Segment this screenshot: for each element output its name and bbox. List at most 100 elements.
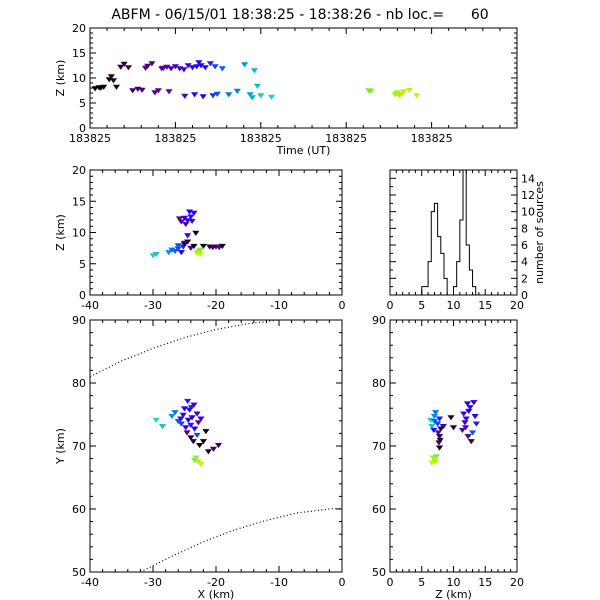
histogram-ytick-label: 2 [521, 272, 528, 285]
time-height-point [211, 64, 219, 70]
xy-point [177, 421, 185, 427]
time-height-xtick-label: 183825 [154, 132, 196, 145]
xy-point [199, 439, 207, 445]
zy-point [439, 424, 447, 430]
zy-ytick-label: 70 [372, 440, 386, 453]
xy-ytick-label: 90 [72, 314, 86, 327]
histogram-xtick-label: 0 [387, 299, 394, 312]
time-height-point [400, 89, 408, 95]
time-height-point [191, 92, 199, 98]
zy-point [471, 413, 479, 420]
zy-point [435, 416, 444, 422]
panel-xy: -40 -30 -20 -10 0 50 60 70 80 90 X (km) Y (km) [54, 314, 346, 600]
xz-xtick-label: 0 [339, 299, 346, 312]
xy-point [158, 424, 167, 430]
xz-xtick-label: -20 [207, 299, 225, 312]
xz-ytick-label: 15 [72, 195, 86, 208]
histogram-frame [389, 169, 518, 296]
xy-point [188, 415, 196, 421]
figure-title: ABFM - 06/15/01 18:38:25 - 18:38:26 - nb… [111, 7, 488, 23]
xz-point [184, 239, 192, 245]
xy-ytick-label: 50 [72, 566, 86, 579]
xy-point [182, 425, 190, 431]
xz-xtick-label: -30 [144, 299, 162, 312]
time-height-point [213, 91, 221, 97]
xy-point [194, 420, 202, 426]
zy-point [430, 427, 438, 433]
xz-plot-area [149, 209, 226, 259]
time-height-point [181, 93, 189, 99]
xz-ytick-label: 20 [72, 164, 86, 177]
zy-point [432, 410, 440, 416]
xy-plot-area [90, 320, 342, 572]
histogram-xtick-label: 15 [478, 299, 492, 312]
time-height-point [158, 66, 166, 72]
xy-point [184, 398, 192, 404]
xy-point [168, 413, 176, 420]
time-height-point [413, 93, 421, 99]
zy-xtick-label: 5 [418, 576, 425, 589]
time-height-point [398, 91, 406, 97]
xz-point [192, 230, 200, 236]
xy-ylabel: Y (km) [54, 428, 67, 465]
xy-point [187, 422, 195, 428]
zy-plot-area [427, 400, 480, 466]
histogram-ytick-label: 12 [521, 189, 535, 202]
xz-ytick-label: 5 [79, 258, 86, 271]
xy-point [192, 455, 200, 461]
xz-point [199, 243, 207, 249]
time-height-point [233, 88, 241, 94]
zy-xtick-label: 10 [447, 576, 461, 589]
time-height-frame [89, 27, 518, 129]
time-height-point [367, 88, 375, 94]
time-height-point [117, 64, 125, 70]
time-height-point [250, 68, 258, 74]
xy-point [184, 417, 192, 423]
zy-point [428, 460, 436, 466]
time-height-point [112, 84, 121, 90]
zy-point [435, 434, 444, 440]
xz-point [175, 216, 184, 222]
xy-point [197, 416, 205, 422]
xz-ylabel: Z (km) [54, 214, 67, 251]
time-height-point [225, 92, 233, 98]
time-height-point [206, 61, 214, 67]
xz-point [165, 250, 173, 256]
zy-point [447, 415, 455, 421]
histogram-plot-area [418, 170, 479, 295]
zy-point [470, 400, 478, 406]
xy-xtick-label: 0 [339, 576, 346, 589]
time-height-point [165, 89, 173, 95]
xy-point [189, 439, 197, 445]
zy-xtick-label: 20 [510, 576, 524, 589]
xy-point [152, 417, 160, 423]
zy-point [468, 430, 477, 436]
zy-point [434, 430, 442, 436]
time-height-ytick-label: 5 [79, 97, 86, 110]
zy-xtick-label: 0 [387, 576, 394, 589]
xy-xtick-label: -10 [270, 576, 288, 589]
zy-point [430, 419, 439, 425]
zy-point [435, 445, 444, 451]
xz-point [182, 221, 190, 228]
histogram-ytick-label: 8 [521, 222, 528, 235]
xz-point [180, 241, 189, 248]
xz-point [174, 243, 182, 249]
time-height-point [95, 85, 103, 91]
xz-point [190, 243, 198, 249]
zy-ytick-label: 50 [372, 566, 386, 579]
histogram-ytick-label: 6 [521, 239, 528, 252]
xz-point [190, 210, 198, 216]
zy-point [464, 434, 472, 440]
xz-ytick-label: 0 [79, 289, 86, 302]
time-height-point [257, 93, 265, 99]
xy-point [209, 446, 218, 452]
time-height-point [218, 66, 226, 72]
xy-point [177, 416, 185, 422]
xz-point [196, 247, 204, 253]
xz-point [185, 209, 194, 215]
xy-point [187, 405, 196, 411]
histogram-ytick-label: 14 [521, 172, 535, 185]
xy-point [197, 461, 205, 467]
